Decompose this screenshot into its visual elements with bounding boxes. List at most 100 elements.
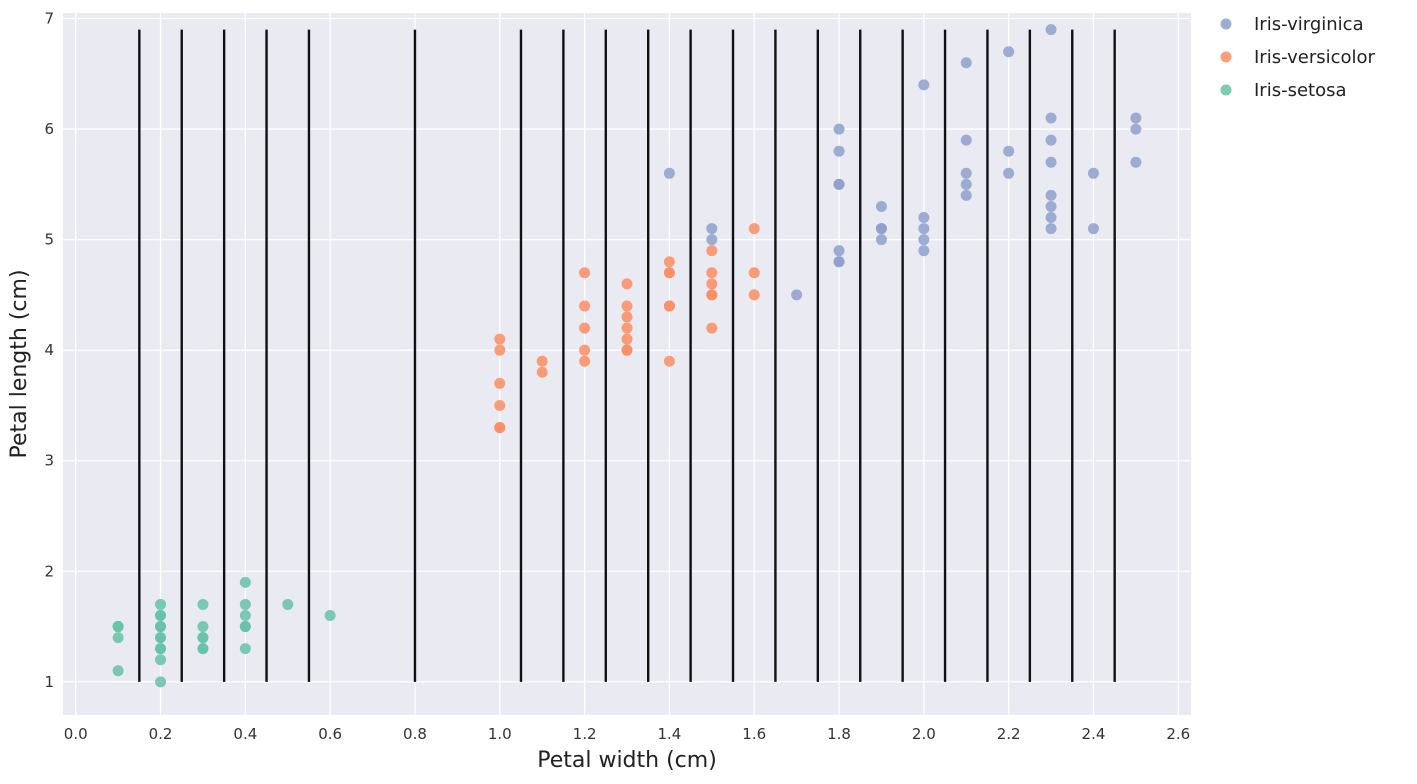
scatter-point [833,145,845,157]
scatter-point [324,610,336,622]
scatter-point [748,267,760,279]
x-tick-label: 1.8 [827,725,851,743]
scatter-point [663,300,675,312]
scatter-point [155,654,167,666]
scatter-point [197,621,209,633]
scatter-point [706,322,718,334]
scatter-point [706,223,718,235]
scatter-point [960,134,972,146]
scatter-point [239,598,251,610]
scatter-point [918,234,930,246]
scatter-point [155,598,167,610]
scatter-point [579,344,591,356]
x-tick-label: 2.6 [1166,725,1190,743]
scatter-point [1130,156,1142,168]
y-tick-label: 4 [44,341,54,359]
scatter-point [621,311,633,323]
scatter-point [918,79,930,91]
scatter-point [833,123,845,135]
y-tick-label: 2 [44,562,54,580]
scatter-point [579,355,591,367]
scatter-point [960,57,972,69]
scatter-point [621,333,633,345]
scatter-point [197,643,209,655]
legend-label: Iris-setosa [1254,80,1347,101]
y-tick-labels: 1 2 3 4 5 6 7 [44,10,54,691]
scatter-point [748,289,760,301]
scatter-point [239,643,251,655]
scatter-point [918,245,930,257]
y-tick-label: 3 [44,452,54,470]
x-tick-label: 1.2 [573,725,597,743]
y-tick-label: 1 [44,673,54,691]
scatter-point [112,632,124,644]
scatter-point [494,377,506,389]
scatter-point [1087,167,1099,179]
scatter-point [239,610,251,622]
legend-label: Iris-versicolor [1254,47,1376,68]
x-tick-label: 0.4 [233,725,257,743]
y-tick-label: 5 [44,231,54,249]
scatter-point [1045,212,1057,224]
scatter-point [1045,112,1057,124]
scatter-point [1003,145,1015,157]
scatter-point [1045,223,1057,235]
scatter-point [494,399,506,411]
scatter-point [960,189,972,201]
scatter-point [621,344,633,356]
scatter-point [621,322,633,334]
y-tick-label: 7 [44,10,54,28]
scatter-point [621,300,633,312]
plot-background [63,13,1191,715]
x-tick-label: 1.4 [657,725,681,743]
legend-marker [1220,84,1232,96]
scatter-point [155,643,167,655]
scatter-point [875,223,887,235]
scatter-point [197,632,209,644]
x-tick-label: 0.0 [64,725,88,743]
scatter-point [748,223,760,235]
scatter-point [833,178,845,190]
scatter-point [155,632,167,644]
scatter-point [579,267,591,279]
scatter-point [536,355,548,367]
scatter-point [494,344,506,356]
scatter-point [494,333,506,345]
scatter-point [1130,112,1142,124]
scatter-point [1045,189,1057,201]
scatter-point [706,234,718,246]
y-axis-label: Petal length (cm) [7,269,32,458]
scatter-point [918,223,930,235]
legend: Iris-virginica Iris-versicolor Iris-setosa [1220,14,1376,101]
x-tick-label: 2.2 [997,725,1021,743]
scatter-point [579,300,591,312]
scatter-point [663,355,675,367]
scatter-point [663,267,675,279]
scatter-point [1087,223,1099,235]
scatter-point [239,621,251,633]
scatter-point [918,212,930,224]
scatter-point [875,234,887,246]
scatter-point [155,610,167,622]
scatter-point [706,278,718,290]
scatter-point [1130,123,1142,135]
scatter-point [1003,167,1015,179]
scatter-point [706,245,718,257]
data-points [112,24,1142,688]
scatter-point [155,621,167,633]
x-tick-label: 0.6 [318,725,342,743]
y-tick-label: 6 [44,120,54,138]
scatter-point [494,422,506,434]
scatter-point [1003,46,1015,58]
scatter-point [663,167,675,179]
scatter-point [1045,134,1057,146]
scatter-point [875,200,887,212]
scatter-point [239,576,251,588]
x-tick-label: 2.0 [912,725,936,743]
scatter-point [1045,24,1057,36]
scatter-point [621,278,633,290]
x-tick-label: 1.0 [488,725,512,743]
scatter-point [706,267,718,279]
scatter-point [1045,200,1057,212]
